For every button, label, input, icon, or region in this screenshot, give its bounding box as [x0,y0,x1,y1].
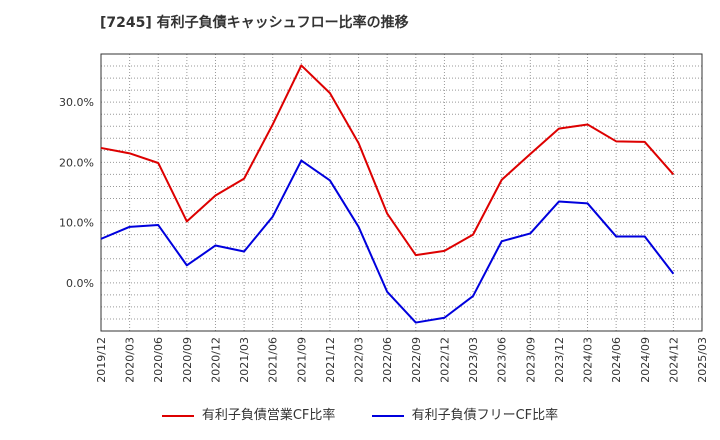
grid [100,53,703,332]
x-tick-label: 2022/09 [410,337,423,383]
x-tick-label: 2022/06 [381,337,394,383]
x-tick-label: 2025/03 [696,337,709,383]
x-tick-label: 2023/12 [553,337,566,383]
x-tick-label: 2023/03 [467,337,480,383]
x-tick-label: 2021/03 [238,337,251,383]
legend-swatch-free-cf [371,414,404,417]
legend-label-operating-cf: 有利子負債営業CF比率 [201,408,336,423]
x-axis-ticks: 2019/12 2020/03 2020/06 2020/09 2020/12 2021/… [95,337,709,383]
chart-title: [7245] 有利子負債キャッシュフロー比率の推移 [100,15,409,31]
series [100,64,675,324]
legend-item-operating-cf: 有利子負債営業CF比率 [161,404,336,423]
x-tick-label: 2021/06 [267,337,280,383]
x-tick-label: 2021/09 [295,337,308,383]
x-tick-label: 2022/12 [438,337,451,383]
x-tick-label: 2020/06 [152,337,165,383]
legend: 有利子負債営業CF比率 有利子負債フリーCF比率 [0,404,720,423]
x-tick-label: 2023/09 [524,337,537,383]
x-tick-label: 2020/03 [124,337,137,383]
legend-item-free-cf: 有利子負債フリーCF比率 [371,404,559,423]
x-tick-label: 2024/06 [610,337,623,383]
x-tick-label: 2024/12 [667,337,680,383]
x-tick-label: 2024/03 [582,337,595,383]
x-tick-label: 2019/12 [95,337,108,383]
y-tick-label: 10.0% [59,217,94,230]
plot-frame [100,53,703,332]
x-tick-label: 2024/09 [639,337,652,383]
x-tick-label: 2020/12 [209,337,222,383]
x-tick-label: 2021/12 [324,337,337,383]
series-line-1 [100,159,675,324]
legend-swatch-operating-cf [161,414,194,417]
y-tick-label: 0.0% [66,277,94,290]
legend-label-free-cf: 有利子負債フリーCF比率 [411,408,559,423]
x-tick-label: 2022/03 [353,337,366,383]
y-axis-ticks: 0.0% 10.0% 20.0% 30.0% [59,96,94,290]
series-line-0 [100,64,675,257]
x-tick-label: 2023/06 [496,337,509,383]
y-tick-label: 30.0% [59,96,94,109]
x-tick-label: 2020/09 [181,337,194,383]
y-tick-label: 20.0% [59,156,94,169]
